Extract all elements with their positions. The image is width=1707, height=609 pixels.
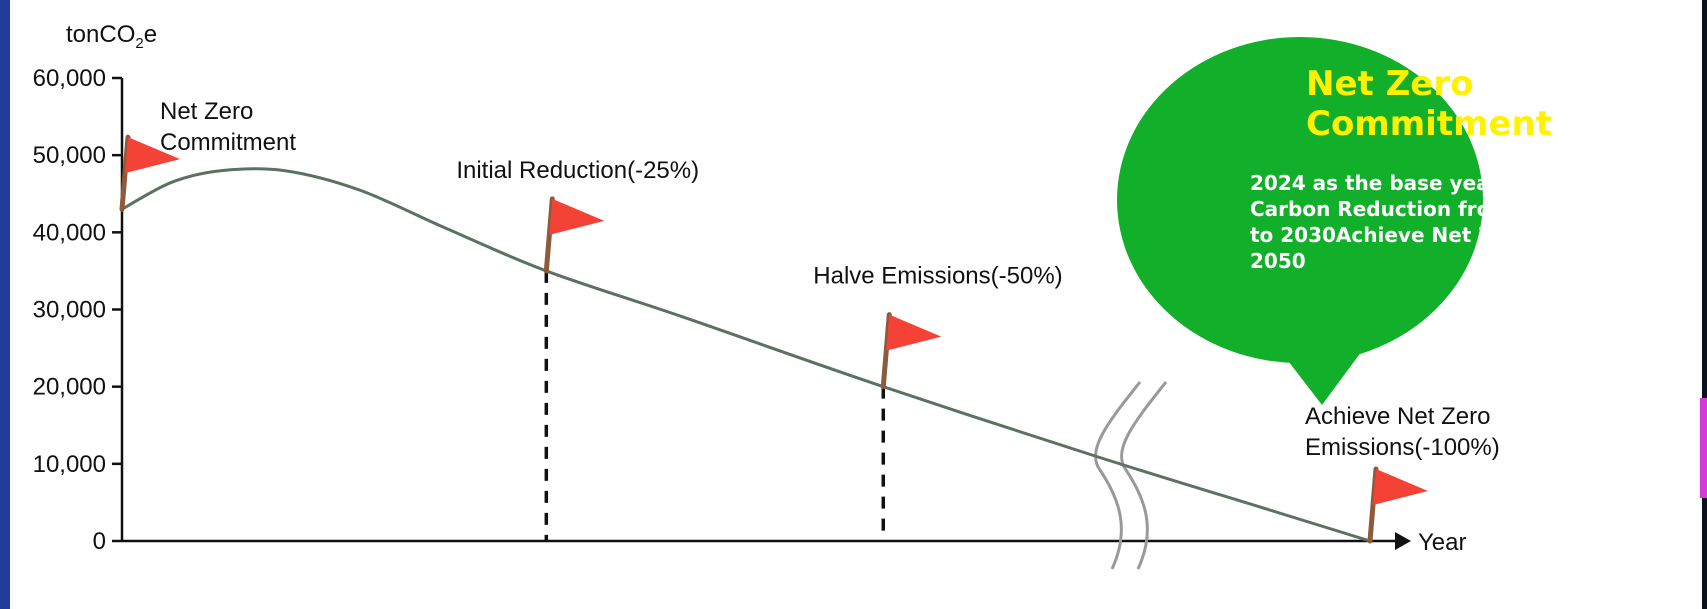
callout-body-line: to 2030Achieve Net Zero by [1250, 223, 1564, 247]
y-tick-label: 50,000 [33, 142, 106, 169]
y-tick-label: 60,000 [33, 65, 106, 92]
milestone-flag [125, 137, 180, 174]
milestone-label: Halve Emissions(-50%) [813, 263, 1062, 290]
right-edge-strip [1702, 0, 1707, 609]
milestone-label-line: Net Zero [160, 98, 253, 125]
emissions-curve [121, 167, 1371, 543]
x-axis-arrow [1395, 532, 1411, 550]
net-zero-callout: Net Zero Commitment 2024 as the base year… [1117, 37, 1574, 405]
left-blue-strip [0, 0, 10, 609]
callout-title-line: Commitment [1306, 104, 1552, 144]
milestone-labels: Net Zero Commitment Initial Reduction(-25%… [160, 98, 1500, 461]
callout-body-line: Carbon Reduction from 2024 [1250, 197, 1574, 221]
y-tick-label: 0 [93, 528, 106, 555]
axis-break-right [1120, 381, 1168, 570]
y-tick-label: 20,000 [33, 374, 106, 401]
y-tick-label: 30,000 [33, 297, 106, 324]
milestone-flags [119, 134, 1428, 544]
y-ticks: 0 10,000 20,000 30,000 40,000 50,000 60,000 [33, 65, 122, 555]
callout-bubble [1117, 37, 1483, 363]
milestone-flag [1373, 469, 1428, 505]
callout-body-line: 2024 as the base year25% [1250, 171, 1547, 195]
milestone-label-line: Commitment [160, 129, 296, 156]
callout-title: Net Zero Commitment [1306, 64, 1552, 144]
milestone-dashed-lines [544, 270, 886, 541]
milestone-label-line: Halve Emissions(-50%) [813, 263, 1062, 290]
y-tick-label: 40,000 [33, 219, 106, 246]
milestone-label: Net Zero Commitment [160, 98, 296, 156]
x-axis-label: Year [1418, 529, 1467, 556]
y-tick-label: 10,000 [33, 451, 106, 478]
axis-break-left [1094, 381, 1142, 570]
callout-body: 2024 as the base year25% Carbon Reduction… [1250, 171, 1574, 273]
milestone-label: Initial Reduction(-25%) [456, 157, 699, 184]
callout-tail [1272, 340, 1370, 405]
callout-body-line: 2050 [1250, 249, 1306, 273]
milestone-flag [549, 198, 605, 235]
right-edge-accent [1700, 398, 1707, 498]
callout-title-line: Net Zero [1306, 64, 1473, 104]
milestone-label-line: Emissions(-100%) [1305, 434, 1500, 461]
milestone-label-line: Initial Reduction(-25%) [456, 157, 699, 184]
milestone-flag [886, 314, 942, 351]
milestone-label-line: Achieve Net Zero [1305, 403, 1490, 430]
y-axis-label: tonCO2e [66, 21, 157, 52]
milestone-label: Achieve Net Zero Emissions(-100%) [1305, 403, 1500, 461]
